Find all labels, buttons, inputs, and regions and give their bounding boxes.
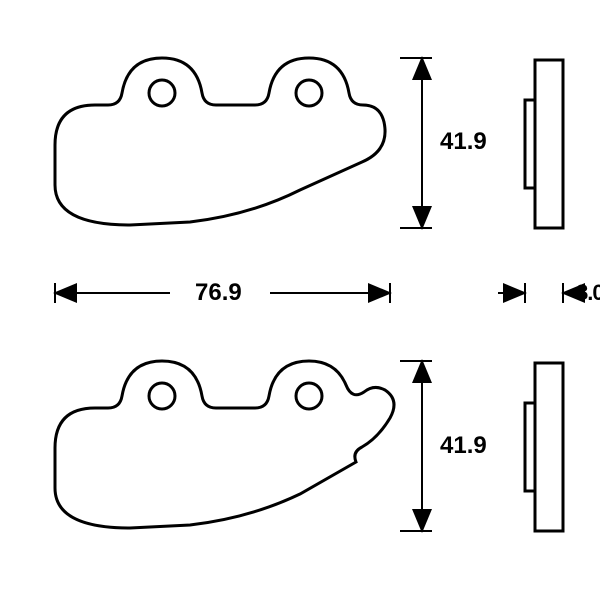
dimension-height-bottom [400, 361, 432, 531]
mounting-hole-icon [149, 383, 175, 409]
brake-pad-top-front [55, 58, 385, 225]
mounting-hole-icon [149, 80, 175, 106]
brake-pad-top-side [525, 60, 563, 228]
brake-pad-bottom-side [525, 363, 563, 531]
dimension-value-width: 76.9 [195, 279, 242, 307]
mounting-hole-icon [296, 80, 322, 106]
brake-pad-bottom-front [55, 361, 394, 528]
mounting-hole-icon [296, 383, 322, 409]
dimension-height-top [400, 58, 432, 228]
technical-drawing [0, 0, 600, 600]
dimension-value-thickness: 8.0 [576, 280, 600, 306]
dimension-thickness [498, 283, 575, 303]
dimension-value-height-top: 41.9 [440, 128, 487, 156]
dimension-value-height-bottom: 41.9 [440, 432, 487, 460]
